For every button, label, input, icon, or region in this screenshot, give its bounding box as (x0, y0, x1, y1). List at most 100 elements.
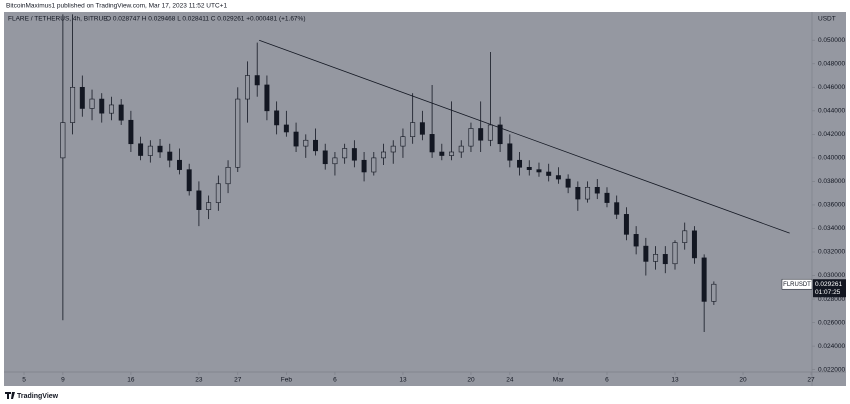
x-tick-label: 6 (333, 377, 337, 384)
candle-body (546, 171, 552, 176)
candle-body (604, 192, 610, 203)
candle-body (390, 145, 396, 153)
y-tick-label: 0.038000 (818, 178, 845, 185)
candle-body (342, 148, 348, 159)
candle-body (439, 151, 445, 156)
candle-body (517, 159, 523, 168)
candle-body (623, 214, 629, 235)
x-tick-label: 16 (127, 377, 135, 384)
publisher-note: BitcoinMaximus1 published on TradingView… (6, 3, 227, 10)
symbol-tag-text: FLRUSDT (783, 282, 811, 288)
candle-body (322, 150, 328, 165)
x-tick-label: 27 (807, 377, 815, 384)
candle-body (594, 186, 600, 194)
candle-body (575, 186, 581, 200)
x-tick-label: 13 (399, 377, 407, 384)
candle-body (458, 145, 464, 153)
symbol-tag (781, 278, 813, 290)
symbol-title: FLARE / TETHERUS, 4h, BITRUE (8, 16, 108, 23)
candle-body (225, 166, 231, 185)
ohlc-legend: O 0.028747 H 0.029468 L 0.028411 C 0.029… (106, 16, 306, 23)
y-tick-label: 0.046000 (818, 84, 845, 91)
y-tick-label: 0.034000 (818, 225, 845, 232)
candle-body (410, 122, 416, 138)
x-tick-label: 24 (506, 377, 514, 384)
candle-body (478, 128, 484, 141)
y-tick-label: 0.036000 (818, 202, 845, 209)
brand-name: TradingView (17, 393, 59, 400)
y-tick-label: 0.042000 (818, 131, 845, 138)
candle-body (711, 283, 717, 302)
candle-body (633, 234, 639, 247)
candle-body (653, 254, 659, 262)
x-tick-label: Feb (281, 377, 293, 384)
candle-body (682, 230, 688, 243)
candle-body (274, 110, 280, 126)
y-tick-label: 0.024000 (818, 343, 845, 350)
candle-body (643, 245, 649, 262)
candle-body (555, 175, 561, 180)
price-box-value: 0.029261 (815, 281, 842, 288)
candle-body (176, 159, 182, 170)
candle-body (400, 136, 406, 147)
candle-body (206, 202, 212, 210)
candle-body (196, 190, 202, 210)
candle-body (536, 169, 542, 173)
y-tick-label: 0.026000 (818, 319, 845, 326)
y-tick-label: 0.030000 (818, 272, 845, 279)
candle-body (138, 143, 144, 156)
candle-body (332, 157, 338, 165)
candle-body (186, 169, 192, 192)
candle-body (371, 157, 377, 173)
candle-body (303, 139, 309, 147)
y-tick-label: 0.022000 (818, 366, 845, 373)
candle-body (381, 151, 387, 159)
x-tick-label: 20 (739, 377, 747, 384)
candle-body (79, 86, 85, 109)
candle-body (235, 98, 241, 168)
candle-body (167, 151, 173, 161)
candle-body (99, 98, 105, 114)
y-tick-label: 0.040000 (818, 155, 845, 162)
currency-label: USDT (818, 16, 836, 23)
candle-body (526, 166, 532, 170)
candle-body (157, 145, 163, 153)
candle-body (313, 139, 318, 152)
candle-body (283, 124, 289, 133)
candle-body (254, 75, 260, 86)
candle-body (351, 148, 357, 161)
y-tick-label: 0.048000 (818, 60, 845, 67)
trend-line (259, 39, 790, 234)
candle-body (419, 122, 425, 135)
candle-body (507, 143, 513, 161)
candle-body (468, 128, 474, 147)
candle-body (585, 186, 591, 200)
candle-body (449, 151, 455, 156)
candle-body (701, 257, 707, 302)
x-tick-label: 5 (22, 377, 26, 384)
candle-body (128, 119, 134, 145)
brand-logo (5, 392, 15, 399)
candle-body (497, 124, 503, 145)
chart-panel (4, 12, 846, 386)
x-tick-label: 20 (467, 377, 475, 384)
candle-body (614, 202, 620, 215)
candle-body (60, 122, 66, 159)
candle-body (672, 242, 678, 265)
candle-body (565, 178, 571, 188)
x-tick-label: 13 (671, 377, 679, 384)
y-tick-label: 0.044000 (818, 108, 845, 115)
y-tick-label: 0.050000 (818, 37, 845, 44)
candle-body (293, 131, 299, 147)
price-box (813, 279, 846, 298)
candle-body (429, 134, 435, 153)
candle-body (108, 104, 114, 114)
x-tick-label: 9 (61, 377, 65, 384)
candle-body (691, 230, 697, 259)
x-tick-label: Mar (553, 377, 565, 384)
y-tick-label: 0.032000 (818, 249, 845, 256)
x-tick-label: 27 (234, 377, 242, 384)
candle-body (361, 159, 367, 173)
candle-body (70, 86, 76, 123)
